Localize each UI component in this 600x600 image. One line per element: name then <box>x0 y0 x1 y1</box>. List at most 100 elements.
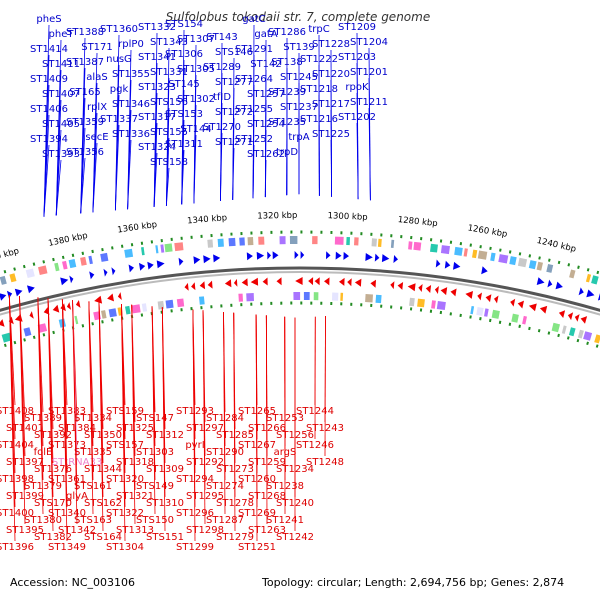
gene-label-reverse: STS151 <box>146 532 184 543</box>
gene-label-forward: pgk <box>110 84 129 95</box>
gene-label-reverse: ST1304 <box>106 542 144 553</box>
gene-label-reverse: ST1313 <box>116 525 154 536</box>
position-label: 1260 kbp <box>467 223 508 239</box>
gene-leader-line <box>127 139 132 210</box>
gene-label-reverse: ST1318 <box>116 457 154 468</box>
gene-leader-line <box>324 315 326 457</box>
gene-label-reverse: ST1382 <box>34 532 72 543</box>
gene-leader-line <box>202 310 206 525</box>
gene-label-reverse: folE <box>34 447 53 458</box>
gene-label-forward: ST1306 <box>165 49 203 60</box>
position-label: 1380 kbp <box>47 231 88 249</box>
gene-label-forward: ST1289 <box>203 62 241 73</box>
gene-leader-line <box>193 134 197 204</box>
gene-label-forward: ST139 <box>283 42 315 53</box>
gene-leader-line <box>98 302 104 532</box>
gene-label-forward: ST1225 <box>312 129 350 140</box>
gene-label-forward: ST142 <box>250 59 282 70</box>
gene-label-reverse: ST1344 <box>84 464 122 475</box>
gene-label-forward: pheS <box>36 14 61 25</box>
gene-label-reverse: STS170 <box>34 498 72 509</box>
map-title: Sulfolobus tokodaii str. 7, complete gen… <box>166 10 430 24</box>
tracks-layer <box>0 230 600 349</box>
gene-label-reverse: ST1396 <box>0 542 34 553</box>
gene-label-forward: ST1245 <box>280 72 318 83</box>
accession-label: Accession: NC_003106 <box>10 576 135 589</box>
gene-label-forward: ST1405 <box>42 119 80 130</box>
gene-label-reverse: ST1392 <box>34 430 72 441</box>
gene-label-forward: ST1394 <box>30 134 68 145</box>
gene-leader-line <box>233 312 236 532</box>
gene-label-forward: ST1262 <box>247 149 285 160</box>
gene-label-forward: ST1409 <box>30 74 68 85</box>
gene-label-forward: ST1302 <box>177 94 215 105</box>
gene-label-forward: ST1255 <box>235 104 273 115</box>
gene-leader-line <box>131 304 136 525</box>
gene-label-reverse: ST1241 <box>266 515 304 526</box>
gene-label-reverse: ST1299 <box>176 542 214 553</box>
gene-label-forward: ST144 <box>180 124 212 135</box>
gene-label-forward: STS158 <box>150 157 188 168</box>
gene-label-forward: ST1264 <box>235 74 273 85</box>
gene-label-forward: ST1257 <box>247 89 285 100</box>
gene-label-reverse: ST1342 <box>58 525 96 536</box>
gene-label-forward: STS155 <box>150 127 188 138</box>
gene-label-forward: ST165 <box>69 87 101 98</box>
gene-leader-line <box>223 311 226 515</box>
gene-label-forward: ST1216 <box>300 114 338 125</box>
gene-leader-line <box>181 149 185 205</box>
gene-label-reverse: STS163 <box>74 515 112 526</box>
upper-feature-blocks <box>0 236 599 285</box>
gene-label-reverse: ST1373 <box>48 440 86 451</box>
gene-leader-line <box>61 299 68 542</box>
gene-label-reverse: ST1389 <box>24 413 62 424</box>
gene-label-forward: ST1235 <box>268 117 306 128</box>
gene-label-reverse: ST1321 <box>116 491 154 502</box>
gene-label-reverse: ST1320 <box>106 474 144 485</box>
gene-label-forward: ST1406 <box>30 104 68 115</box>
position-label: 1320 kbp <box>257 211 297 222</box>
gene-label-forward: trpC <box>308 24 329 35</box>
gene-label-forward: ST1237 <box>280 102 318 113</box>
gene-leader-line <box>330 139 333 197</box>
gene-label-forward: STS154 <box>165 19 203 30</box>
gene-label-reverse: STS161 <box>74 481 112 492</box>
gene-label-forward: ST1311 <box>165 139 203 150</box>
gene-label-reverse: ST1322 <box>106 508 144 519</box>
gene-label-reverse: ST1251 <box>238 542 276 553</box>
gene-leader-line <box>265 315 268 525</box>
gene-label-forward: ST1286 <box>268 27 306 38</box>
gene-leader-line <box>47 298 54 532</box>
gene-label-forward: ST1324 <box>138 142 176 153</box>
gene-label-forward: ST1204 <box>350 37 388 48</box>
gene-label-forward: ST1201 <box>350 67 388 78</box>
gene-label-forward: secE <box>85 132 108 143</box>
gene-label-reverse: ST1397 <box>6 457 44 468</box>
gene-label-forward: gatC <box>242 14 265 25</box>
gene-label-forward: ST145 <box>168 79 200 90</box>
gene-label-forward: ST1356 <box>66 147 104 158</box>
gene-label-forward: gatA <box>254 29 277 40</box>
gene-label-forward: ST1387 <box>66 57 104 68</box>
gene-label-reverse: ST1384 <box>58 423 96 434</box>
gene-label-reverse: ST1312 <box>146 430 184 441</box>
gene-label-forward: ST1359 <box>66 117 104 128</box>
gene-label-forward: ST1411 <box>42 59 80 70</box>
gene-label-reverse: ST1303 <box>136 447 174 458</box>
gene-label-forward: ST1332 <box>138 22 176 33</box>
gene-label-forward: ST1228 <box>312 39 350 50</box>
gene-leader-line <box>368 107 371 201</box>
gene-leader-line <box>55 159 62 216</box>
gene-label-reverse: ST1401 <box>6 423 44 434</box>
gene-label-reverse: glyA <box>66 491 88 502</box>
gene-label-forward: ST1393 <box>42 149 80 160</box>
gene-label-forward: STS156 <box>150 97 188 108</box>
gene-label-forward: pheT <box>49 29 75 40</box>
genome-backbone-shadow <box>0 270 600 316</box>
position-label: 1360 kbp <box>117 220 158 236</box>
gene-label-forward: ST1209 <box>338 22 376 33</box>
gene-label-forward: ST1271 <box>215 137 253 148</box>
gene-leader-line <box>264 159 267 198</box>
lower-feature-blocks <box>1 292 600 344</box>
